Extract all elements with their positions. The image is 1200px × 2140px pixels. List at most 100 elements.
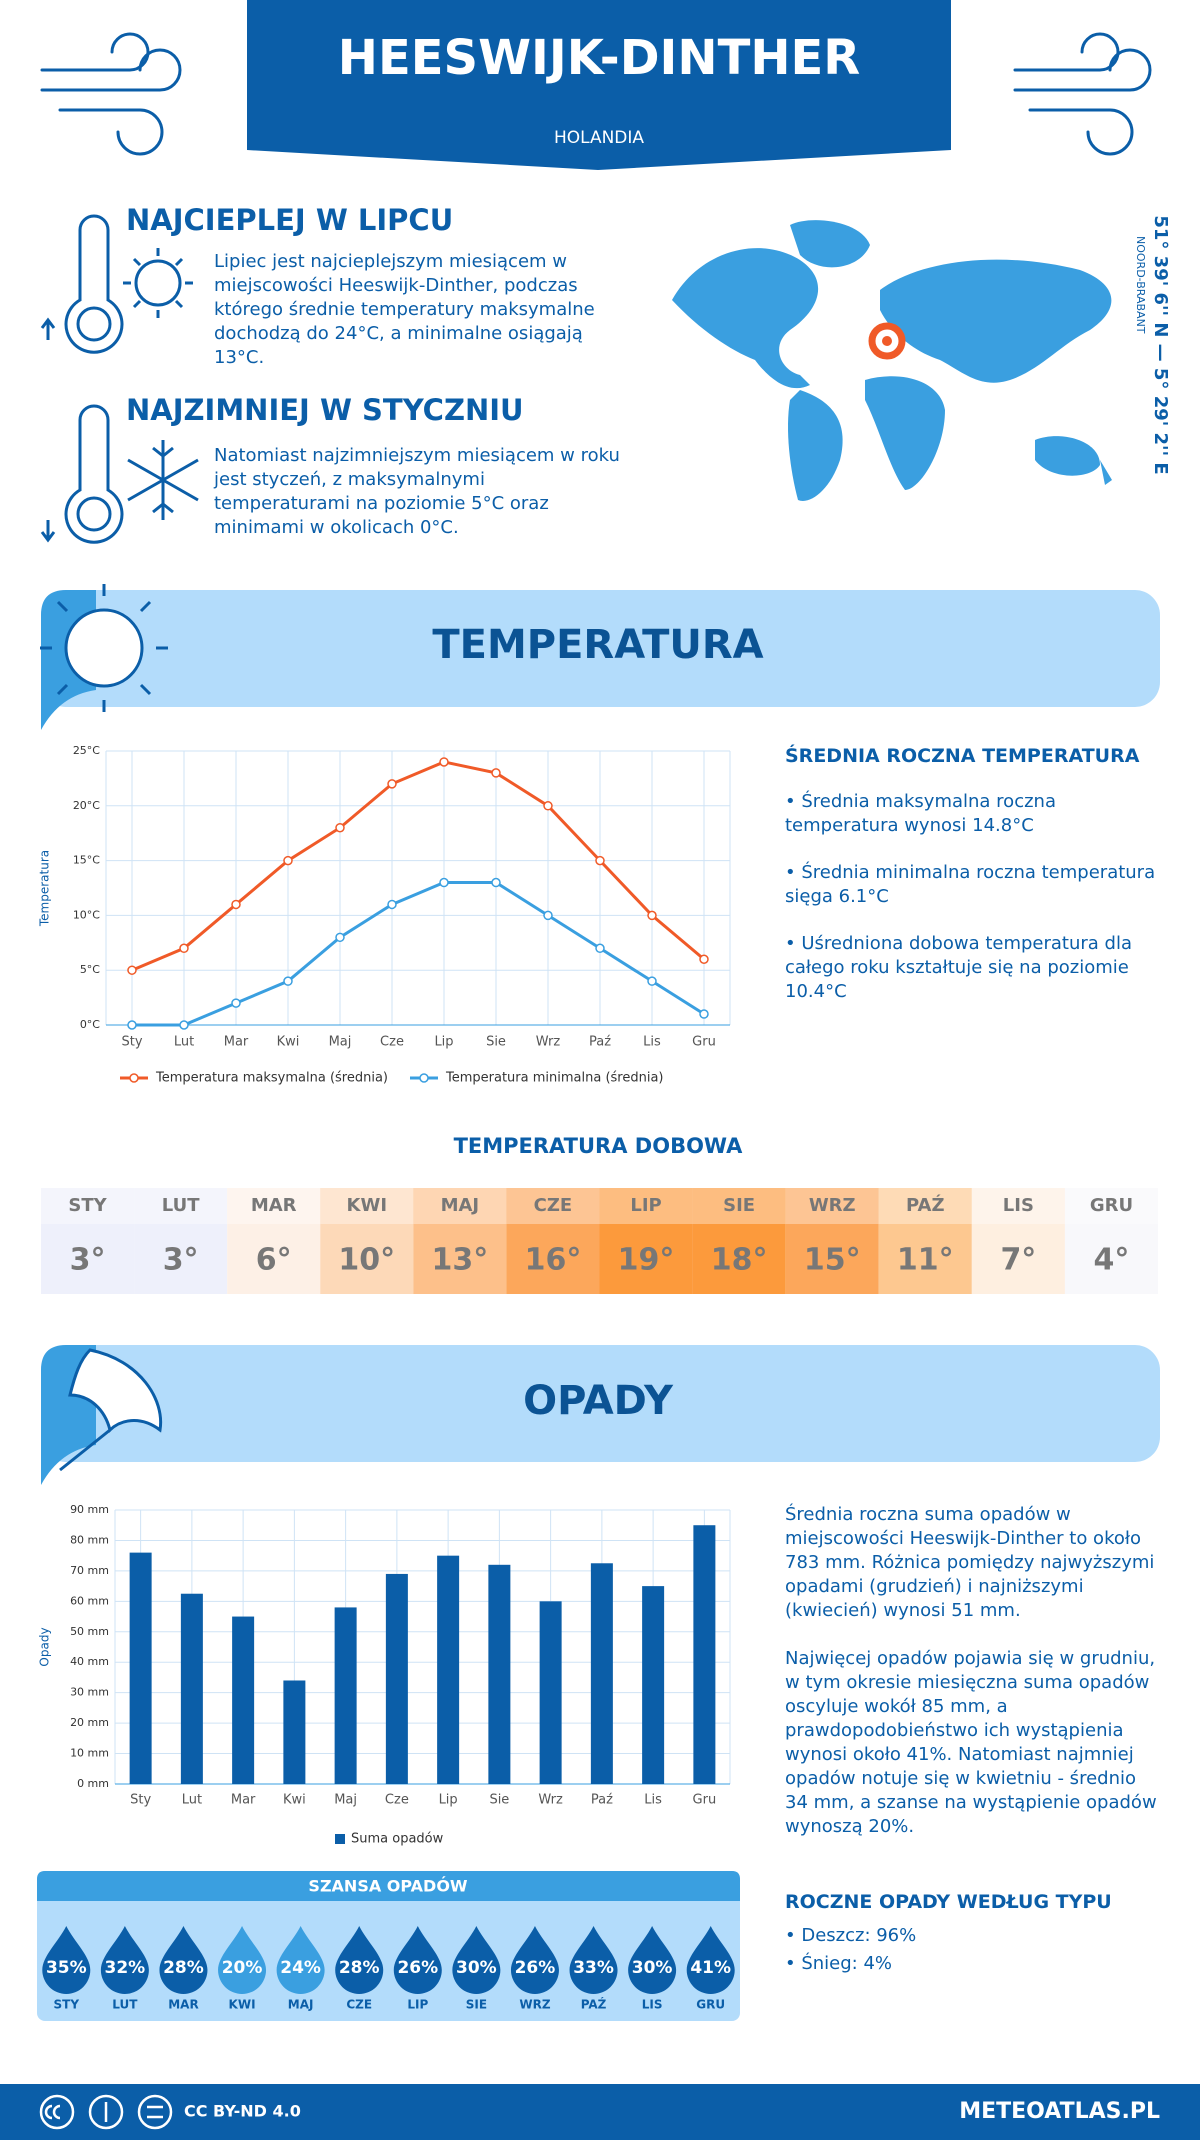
- y-tick-label: 40 mm: [70, 1655, 109, 1668]
- precip-text: Najwięcej opadów pojawia się w grudniu, …: [785, 1648, 1157, 1837]
- x-tick-label: Kwi: [277, 1035, 300, 1050]
- y-tick-label: 90 mm: [70, 1503, 109, 1516]
- drop: [276, 1926, 325, 1994]
- daily-header-tint: [506, 1188, 600, 1224]
- drop: [510, 1926, 559, 1994]
- daily-value: 18°: [711, 1243, 768, 1278]
- x-tick-label: Sty: [121, 1035, 142, 1050]
- point: [595, 943, 605, 954]
- line: [131, 760, 705, 972]
- daily-header-tint: [320, 1188, 414, 1224]
- license-icons: [39, 2094, 173, 2130]
- point: [231, 998, 241, 1008]
- daily-cell: [971, 1224, 1065, 1294]
- temp-bullet: • Średnia minimalna roczna temperatura s…: [785, 862, 1156, 907]
- bar: [180, 1593, 203, 1784]
- point: [647, 910, 657, 921]
- umbrella-icon: [59, 1348, 163, 1472]
- daily-value: 11°: [897, 1243, 954, 1278]
- legend-label: Temperatura maksymalna (średnia): [155, 1071, 388, 1086]
- daily-header-cell: [413, 1188, 507, 1224]
- sun-icon: [40, 584, 168, 712]
- bar: [334, 1607, 357, 1784]
- chance-value: 35%: [46, 1958, 87, 1978]
- cold-title: NAJZIMNIEJ W STYCZNIU: [126, 393, 524, 427]
- point: [699, 954, 709, 964]
- point: [647, 976, 657, 986]
- bar: [590, 1563, 613, 1784]
- legend-point: [129, 1073, 139, 1083]
- chance-box: [37, 1871, 740, 2021]
- daily-header-cell: [320, 1188, 414, 1224]
- chance-value: 24%: [280, 1958, 321, 1978]
- x-tick-label: Maj: [334, 1793, 357, 1808]
- daily-header-tint: [599, 1188, 693, 1224]
- x-tick-label: Cze: [380, 1035, 404, 1050]
- drop: [452, 1926, 501, 1994]
- daily-month: KWI: [347, 1195, 388, 1216]
- x-tick-label: Lis: [643, 1035, 661, 1050]
- y-axis-title: Opady: [38, 1627, 52, 1666]
- daily-month: PAŹ: [906, 1194, 945, 1216]
- point: [699, 1009, 709, 1019]
- daily-month: STY: [68, 1195, 107, 1216]
- temp-summary-title: ŚREDNIA ROCZNA TEMPERATURA: [785, 745, 1140, 767]
- location-marker-dot: [882, 336, 892, 346]
- daily-header-tint: [971, 1188, 1065, 1224]
- region: NOORD-BRABANT: [1134, 236, 1147, 334]
- bar: [437, 1555, 460, 1784]
- warm-title: NAJCIEPLEJ W LIPCU: [126, 203, 454, 237]
- chance-header: [37, 1871, 740, 1901]
- point: [387, 899, 397, 910]
- daily-header-tint: [785, 1188, 879, 1224]
- y-tick-label: 5°C: [80, 963, 100, 976]
- daily-month: CZE: [534, 1195, 573, 1216]
- daily-header-cell: [41, 1188, 135, 1224]
- point: [387, 779, 397, 789]
- daily-value: 3°: [70, 1243, 106, 1278]
- point: [283, 976, 293, 986]
- by-type-title: ROCZNE OPADY WEDŁUG TYPU: [785, 1891, 1112, 1913]
- point: [179, 1020, 189, 1030]
- temp-bullet: • Uśredniona dobowa temperatura dla całe…: [785, 933, 1133, 1002]
- x-tick-label: Mar: [231, 1793, 256, 1808]
- chance-title: SZANSA OPADÓW: [308, 1877, 468, 1896]
- legend-point: [419, 1073, 429, 1083]
- drop: [335, 1926, 384, 1994]
- daily-cell: [134, 1224, 228, 1294]
- point: [179, 943, 189, 954]
- footer-bar: [0, 2084, 1200, 2140]
- y-tick-label: 70 mm: [70, 1564, 109, 1577]
- x-tick-label: Lut: [182, 1793, 202, 1808]
- daily-value: 15°: [804, 1243, 861, 1278]
- chance-value: 20%: [222, 1958, 263, 1978]
- y-tick-label: 15°C: [73, 854, 100, 867]
- temp-bullet: • Średnia maksymalna roczna temperatura …: [785, 791, 1056, 836]
- chance-value: 28%: [163, 1958, 204, 1978]
- y-tick-label: 10 mm: [70, 1747, 109, 1760]
- daily-value: 3°: [163, 1243, 199, 1278]
- daily-month: WRZ: [809, 1195, 856, 1216]
- daily-cell: [599, 1224, 693, 1294]
- daily-cell: [41, 1224, 135, 1294]
- legend-label: Temperatura minimalna (średnia): [445, 1071, 663, 1086]
- warm-text: Lipiec jest najcieplejszym miesiącem w m…: [214, 251, 595, 368]
- cold-text: Natomiast najzimniejszym miesiącem w rok…: [214, 445, 620, 538]
- x-tick-label: Gru: [693, 1793, 717, 1808]
- chance-value: 30%: [456, 1958, 497, 1978]
- chance-month: PAŹ: [581, 1997, 607, 2012]
- point: [595, 855, 605, 866]
- daily-cell: [692, 1224, 786, 1294]
- drop: [569, 1926, 618, 1994]
- daily-header-cell: [878, 1188, 972, 1224]
- y-tick-label: 10°C: [73, 908, 100, 921]
- x-tick-label: Mar: [224, 1035, 249, 1050]
- bar: [539, 1601, 562, 1784]
- line: [132, 881, 705, 1027]
- daily-cell: [413, 1224, 507, 1294]
- point: [335, 932, 345, 943]
- chance-month: STY: [54, 1998, 80, 2012]
- x-tick-label: Lip: [439, 1793, 458, 1808]
